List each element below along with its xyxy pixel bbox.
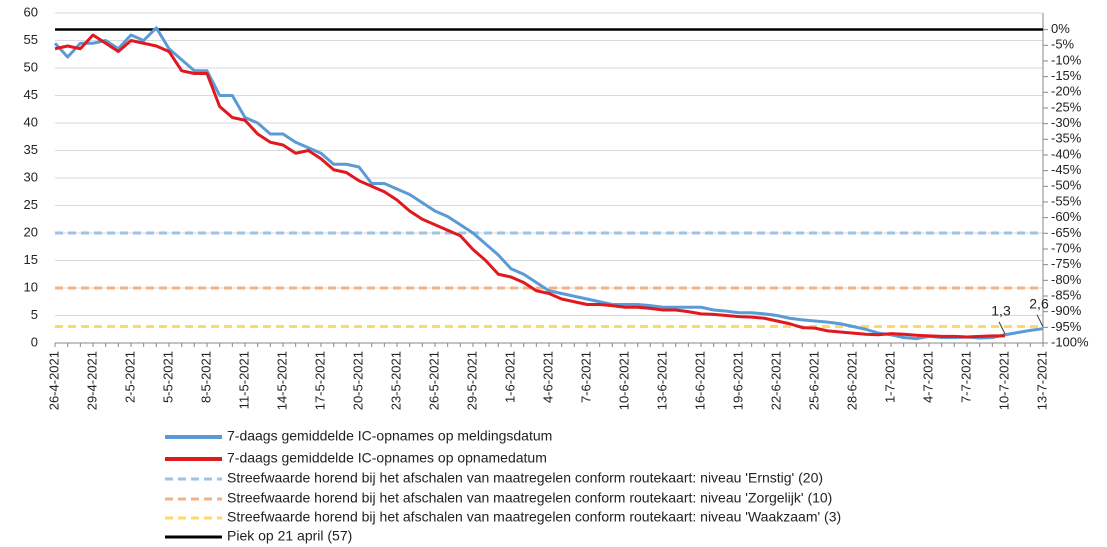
data-label: 2,6: [1029, 295, 1049, 311]
series-line: [53, 26, 1044, 341]
x-tick-label: 29-4-2021: [84, 351, 99, 410]
legend-label: Streefwaarde horend bij het afschalen va…: [227, 509, 841, 525]
x-tick-label: 5-5-2021: [160, 351, 175, 403]
y-tick-label: 10: [24, 279, 38, 294]
x-tick-label: 11-5-2021: [236, 351, 251, 409]
y2-tick-label: -50%: [1051, 178, 1082, 193]
x-tick-label: 14-5-2021: [274, 351, 289, 410]
x-tick-label: 23-5-2021: [388, 351, 403, 410]
y2-tick-label: -70%: [1051, 240, 1082, 255]
y-tick-label: 40: [24, 114, 38, 129]
y2-tick-label: -25%: [1051, 99, 1082, 114]
x-tick-label: 26-4-2021: [46, 351, 61, 410]
y-tick-label: 0: [31, 334, 38, 349]
x-tick-label: 4-7-2021: [920, 351, 935, 403]
y2-tick-label: -90%: [1051, 303, 1082, 318]
y-tick-label: 55: [24, 32, 38, 47]
y2-tick-label: -15%: [1051, 68, 1082, 83]
x-tick-label: 10-7-2021: [996, 351, 1011, 410]
legend-label: 7-daags gemiddelde IC-opnames op opnamed…: [227, 450, 547, 466]
x-tick-label: 28-6-2021: [844, 351, 859, 410]
x-tick-label: 16-6-2021: [692, 351, 707, 410]
legend-label: Streefwaarde horend bij het afschalen va…: [227, 490, 832, 506]
x-tick-label: 8-5-2021: [198, 351, 213, 403]
x-tick-label: 1-7-2021: [882, 351, 897, 403]
y-tick-label: 25: [24, 197, 38, 212]
legend-label: 7-daags gemiddelde IC-opnames op melding…: [227, 428, 552, 444]
y-tick-label: 60: [24, 4, 38, 19]
x-tick-label: 17-5-2021: [312, 351, 327, 410]
y-tick-label: 35: [24, 142, 38, 157]
y2-tick-label: -85%: [1051, 287, 1082, 302]
x-tick-label: 2-5-2021: [122, 351, 137, 403]
y2-tick-label: -80%: [1051, 272, 1082, 287]
label-leader: [1036, 314, 1044, 327]
x-tick-label: 25-6-2021: [806, 351, 821, 410]
x-tick-label: 10-6-2021: [616, 351, 631, 410]
x-tick-label: 13-7-2021: [1034, 351, 1049, 410]
y2-tick-label: -45%: [1051, 162, 1082, 177]
x-tick-label: 20-5-2021: [350, 351, 365, 410]
y2-tick-label: -10%: [1051, 52, 1082, 67]
y2-tick-label: -95%: [1051, 319, 1082, 334]
x-tick-label: 7-6-2021: [578, 351, 593, 403]
y2-tick-label: -30%: [1051, 115, 1082, 130]
y2-tick-label: -35%: [1051, 131, 1082, 146]
y2-tick-label: -60%: [1051, 209, 1082, 224]
y-tick-label: 15: [24, 252, 38, 267]
data-label: 1,3: [991, 303, 1011, 319]
y-tick-label: 20: [24, 224, 38, 239]
y2-tick-label: 0%: [1051, 21, 1070, 36]
x-tick-label: 22-6-2021: [768, 351, 783, 410]
x-tick-label: 29-5-2021: [464, 351, 479, 410]
y-tick-label: 5: [31, 307, 38, 322]
x-tick-label: 26-5-2021: [426, 351, 441, 410]
legend-label: Streefwaarde horend bij het afschalen va…: [227, 470, 823, 486]
x-tick-label: 1-6-2021: [502, 351, 517, 403]
legend-label: Piek op 21 april (57): [227, 528, 352, 544]
y2-tick-label: -65%: [1051, 225, 1082, 240]
y2-tick-label: -5%: [1051, 37, 1075, 52]
y2-tick-label: -75%: [1051, 256, 1082, 271]
x-tick-label: 4-6-2021: [540, 351, 555, 403]
y-tick-label: 45: [24, 87, 38, 102]
y2-tick-label: -100%: [1051, 334, 1089, 349]
y-tick-label: 50: [24, 59, 38, 74]
x-tick-label: 7-7-2021: [958, 351, 973, 403]
label-leader: [998, 321, 1006, 335]
series-line: [54, 33, 1005, 339]
y2-tick-label: -55%: [1051, 193, 1082, 208]
y2-tick-label: -40%: [1051, 146, 1082, 161]
y2-tick-label: -20%: [1051, 84, 1082, 99]
x-tick-label: 13-6-2021: [654, 351, 669, 410]
y-tick-label: 30: [24, 169, 38, 184]
x-tick-label: 19-6-2021: [730, 351, 745, 410]
